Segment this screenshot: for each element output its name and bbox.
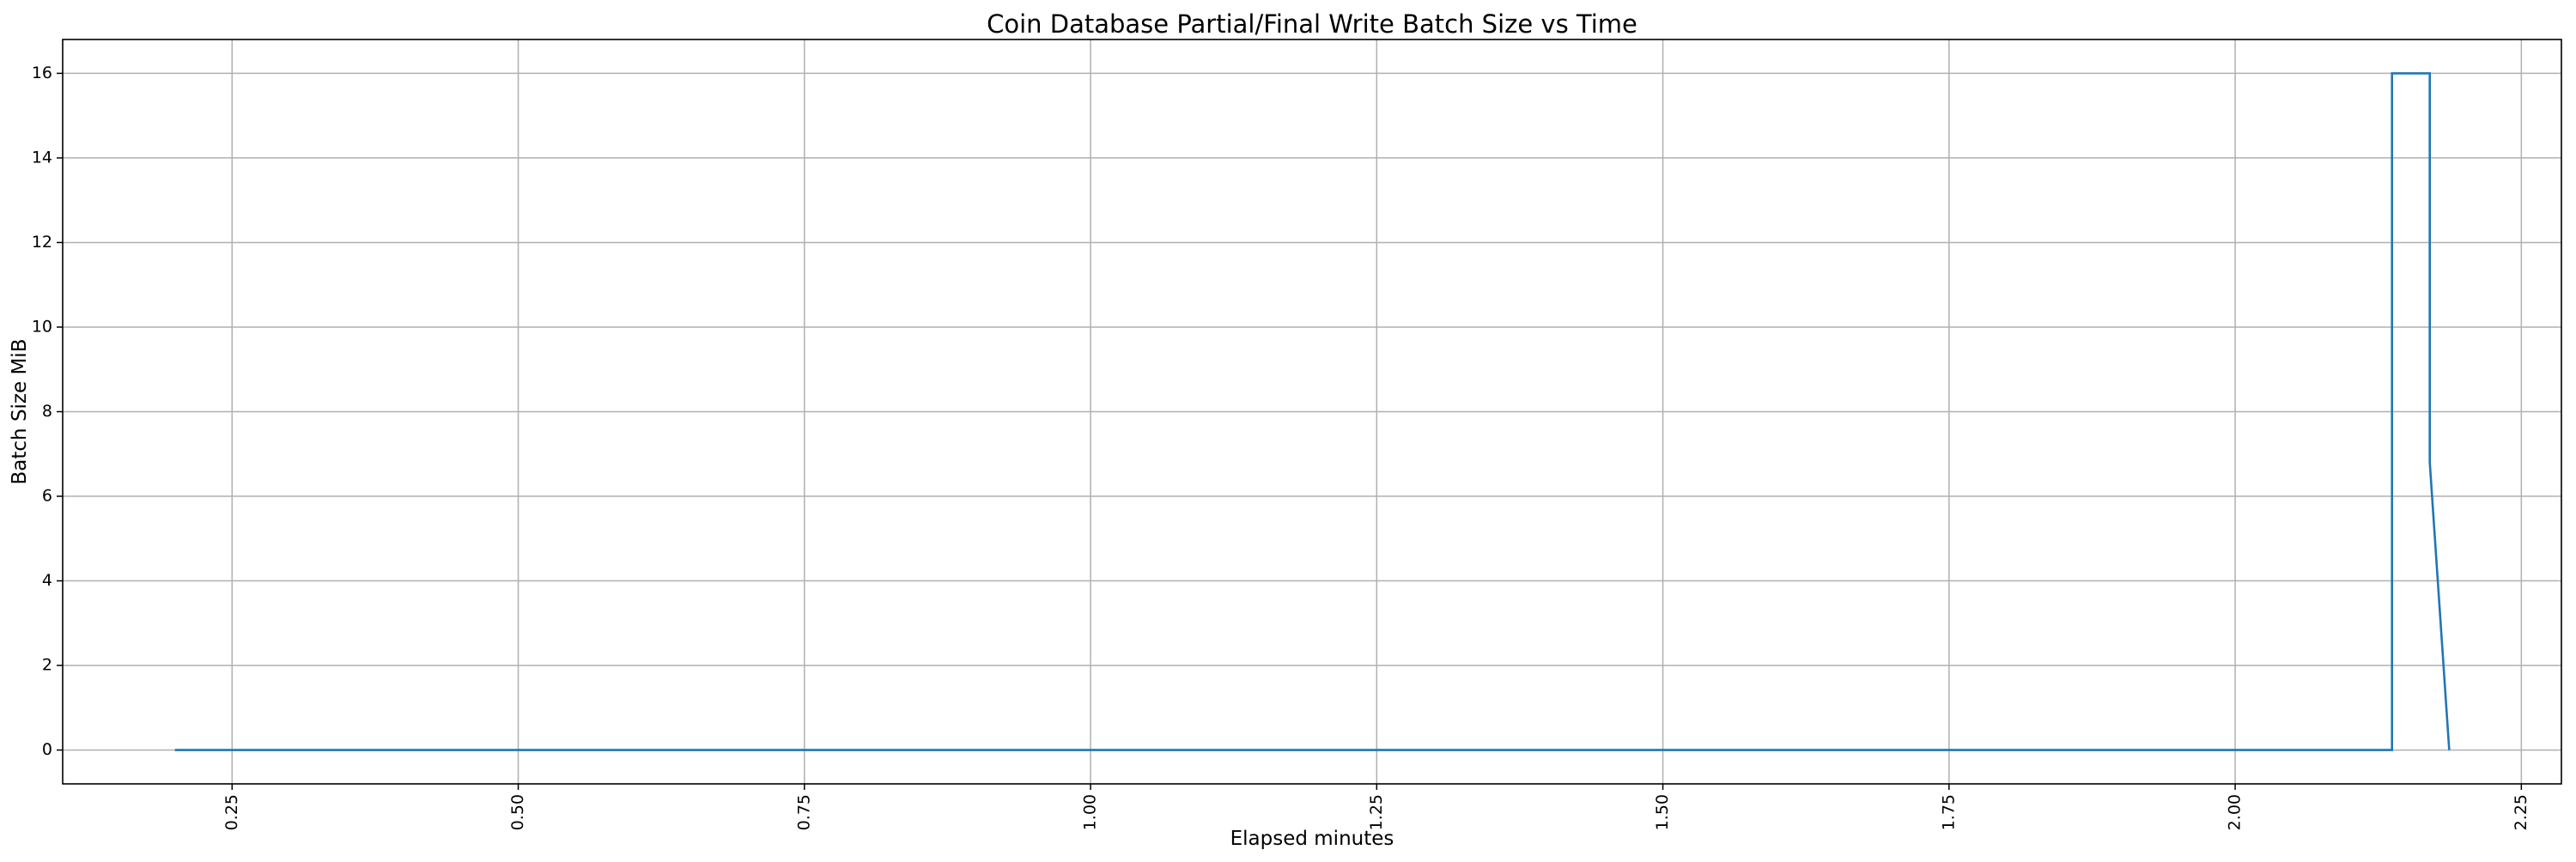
chart-title: Coin Database Partial/Final Write Batch … — [987, 9, 1637, 39]
y-tick-label: 6 — [42, 487, 52, 506]
y-tick-label: 4 — [42, 571, 52, 590]
x-tick-label: 1.25 — [1367, 794, 1386, 830]
y-tick-label: 0 — [42, 740, 52, 759]
y-tick-label: 8 — [42, 402, 52, 421]
x-tick-label: 2.25 — [2512, 794, 2530, 830]
y-tick-label: 10 — [32, 317, 52, 336]
x-tick-label: 1.50 — [1653, 794, 1672, 830]
x-tick-label: 1.00 — [1081, 794, 1100, 830]
grid — [63, 39, 2561, 784]
x-tick-label: 2.00 — [2226, 794, 2245, 830]
x-tick-label: 0.75 — [794, 794, 813, 830]
y-tick-label: 2 — [42, 656, 52, 675]
series-line — [174, 72, 2451, 751]
x-tick-label: 0.50 — [508, 794, 527, 830]
y-axis-label: Batch Size MiB — [9, 339, 31, 485]
series-layer — [174, 72, 2451, 751]
y-tick-label: 14 — [32, 148, 52, 167]
x-axis-label: Elapsed minutes — [1230, 828, 1394, 850]
x-tick-label: 0.25 — [222, 794, 241, 830]
x-tick-label: 1.75 — [1939, 794, 1958, 830]
y-tick-label: 16 — [32, 64, 52, 82]
y-tick-label: 12 — [32, 233, 52, 252]
ticks: 0.25 0.50 0.75 1.00 1.25 1.50 1.75 2.00 2.25 0 2 4 6… — [32, 64, 2530, 830]
